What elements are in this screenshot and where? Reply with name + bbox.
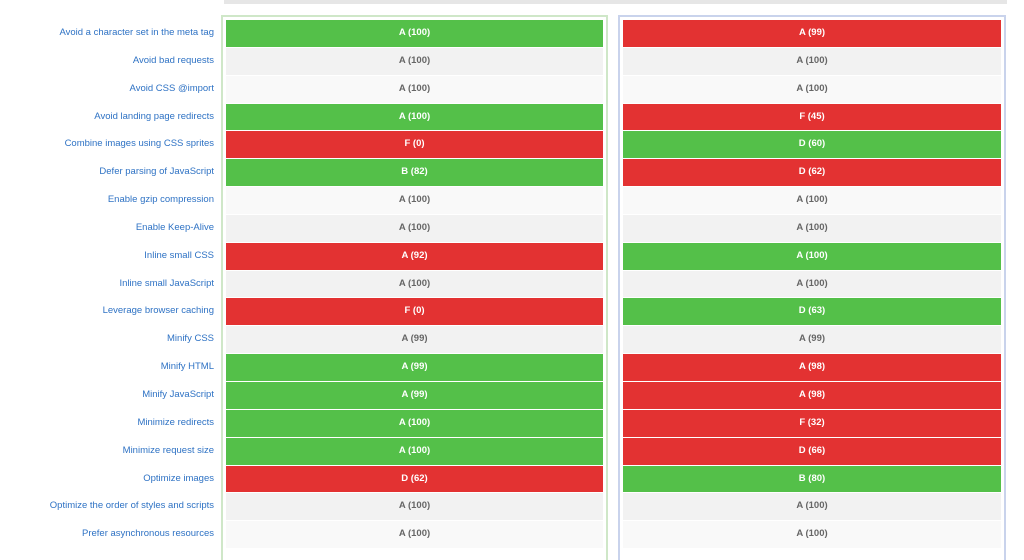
rule-label-link[interactable]: Minify CSS <box>167 333 214 345</box>
page-a-score-cell: A (100) <box>226 187 603 214</box>
page-a-score-cell: A (100) <box>226 103 603 131</box>
page-b-score-cell: A (98) <box>623 354 1001 381</box>
rule-label-link[interactable]: Enable Keep-Alive <box>135 221 214 233</box>
page-a-score-cell: B (82) <box>226 159 603 187</box>
page-a-score-cell: A (100) <box>226 20 603 47</box>
rule-label-link[interactable]: Enable gzip compression <box>107 194 214 206</box>
page-b-score-cell: D (63) <box>623 298 1001 326</box>
top-divider <box>224 0 1007 4</box>
page-b-score-cell: A (98) <box>623 381 1001 409</box>
page-b-score-cell: A (100) <box>623 521 1001 549</box>
page-a-score-cell: A (100) <box>226 521 603 549</box>
rule-label-link[interactable]: Prefer asynchronous resources <box>81 528 214 540</box>
page-b-score-cell: A (100) <box>623 270 1001 298</box>
rule-labels-column: Avoid a character set in the meta tag Avo… <box>0 19 214 548</box>
page-a-score-cell: A (100) <box>226 409 603 437</box>
rule-label-link[interactable]: Minimize request size <box>122 444 214 456</box>
page-b-score-cell: A (100) <box>623 242 1001 270</box>
page-a-score-cell: A (92) <box>226 242 603 270</box>
rule-label-link[interactable]: Minimize redirects <box>137 416 214 428</box>
page-a-score-cell: A (99) <box>226 354 603 381</box>
rule-label-link[interactable]: Avoid bad requests <box>132 54 214 66</box>
page-b-score-cell: D (62) <box>623 159 1001 187</box>
page-b-score-cell: F (45) <box>623 103 1001 131</box>
page-b-scores-column: A (99) A (100) A (100) F (45) D (60) D (62) A … <box>618 15 1006 560</box>
page-b-score-cell: A (100) <box>623 47 1001 75</box>
page-a-score-cell: A (99) <box>226 381 603 409</box>
page-b-score-cell: A (100) <box>623 75 1001 103</box>
rule-label-link[interactable]: Leverage browser caching <box>102 305 214 317</box>
rule-label-link[interactable]: Avoid landing page redirects <box>94 110 214 122</box>
rule-label-link[interactable]: Combine images using CSS sprites <box>64 138 214 150</box>
page-b-score-cell: B (80) <box>623 465 1001 493</box>
rule-label-link[interactable]: Avoid a character set in the meta tag <box>59 27 214 38</box>
page-a-score-cell: A (99) <box>226 326 603 354</box>
page-a-score-cell: A (100) <box>226 47 603 75</box>
page-b-score-cell: A (100) <box>623 187 1001 214</box>
page-a-score-cell: F (0) <box>226 131 603 159</box>
rule-label-link[interactable]: Optimize the order of styles and scripts <box>49 500 214 512</box>
rule-label-link[interactable]: Inline small CSS <box>144 249 214 261</box>
page-a-score-cell: A (100) <box>226 493 603 521</box>
page-a-score-cell: A (100) <box>226 75 603 103</box>
page-b-score-cell: D (66) <box>623 437 1001 465</box>
rule-label-link[interactable]: Minify JavaScript <box>142 388 214 400</box>
rule-label-link[interactable]: Optimize images <box>143 472 214 484</box>
rule-label-link[interactable]: Defer parsing of JavaScript <box>99 166 214 178</box>
rule-label-link[interactable]: Inline small JavaScript <box>119 277 214 289</box>
page-b-score-cell: A (99) <box>623 326 1001 354</box>
page-a-score-cell: A (100) <box>226 437 603 465</box>
page-a-score-cell: A (100) <box>226 270 603 298</box>
page-a-score-cell: F (0) <box>226 298 603 326</box>
page-b-score-cell: D (60) <box>623 131 1001 159</box>
rule-label-link[interactable]: Avoid CSS @import <box>129 82 214 94</box>
rule-label-link[interactable]: Minify HTML <box>160 361 214 373</box>
page-b-score-cell: A (100) <box>623 214 1001 242</box>
page-a-score-cell: A (100) <box>226 214 603 242</box>
page-b-score-cell: F (32) <box>623 409 1001 437</box>
page-b-score-cell: A (100) <box>623 493 1001 521</box>
page-b-score-cell: A (99) <box>623 20 1001 47</box>
page-a-scores-column: A (100) A (100) A (100) A (100) F (0) B (82) A… <box>221 15 608 560</box>
page-a-score-cell: D (62) <box>226 465 603 493</box>
